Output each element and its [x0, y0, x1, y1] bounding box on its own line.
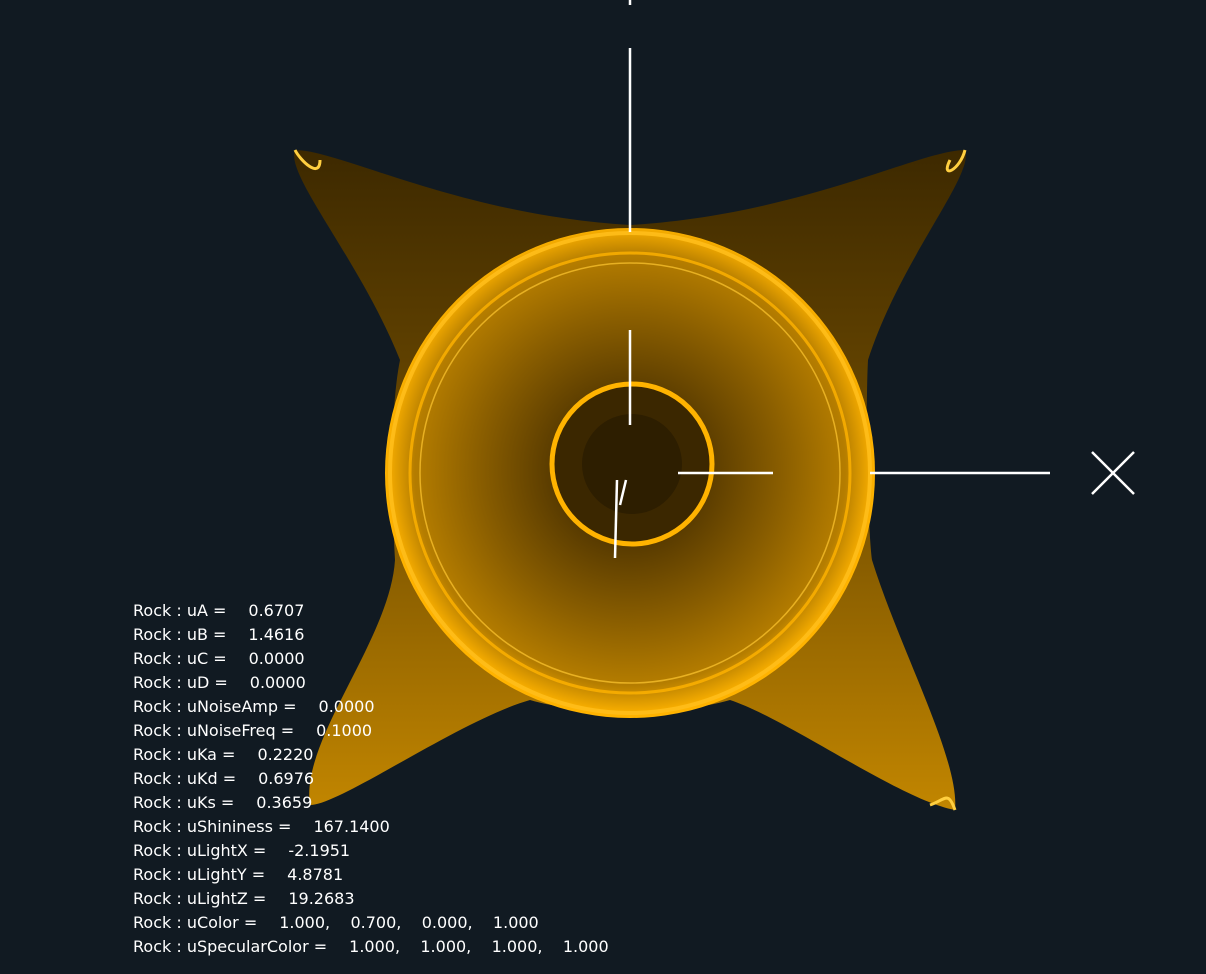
- param-line: Rock : uSpecularColor = 1.000, 1.000, 1.0…: [133, 935, 609, 959]
- param-label: Rock : uLightZ =: [133, 889, 267, 908]
- param-label: Rock : uKd =: [133, 769, 237, 788]
- param-value: 0.2220: [257, 745, 314, 764]
- param-label: Rock : uB =: [133, 625, 227, 644]
- param-label: Rock : uKa =: [133, 745, 236, 764]
- param-value: 0.1000: [316, 721, 373, 740]
- param-line: Rock : uNoiseFreq = 0.1000: [133, 719, 609, 743]
- rock-inner-ring-2: [419, 262, 841, 684]
- param-label: Rock : uNoiseFreq =: [133, 721, 295, 740]
- param-value: 0.0000: [249, 673, 306, 692]
- param-line: Rock : uLightY = 4.8781: [133, 863, 609, 887]
- param-value: 0.6707: [248, 601, 305, 620]
- rock-tip-highlights: [293, 149, 967, 811]
- param-label: Rock : uShininess =: [133, 817, 292, 836]
- param-value: 167.1400: [313, 817, 390, 836]
- x-axis-label-glyph: [1091, 451, 1135, 495]
- param-value: 0.3659: [256, 793, 313, 812]
- param-line: Rock : uColor = 1.000, 0.700, 0.000, 1.00…: [133, 911, 609, 935]
- axes-gizmo: [613, 0, 1050, 559]
- param-label: Rock : uD =: [133, 673, 228, 692]
- param-value: 19.2683: [288, 889, 355, 908]
- param-line: Rock : uLightZ = 19.2683: [133, 887, 609, 911]
- param-line: Rock : uKa = 0.2220: [133, 743, 609, 767]
- param-value: 0.0000: [318, 697, 375, 716]
- param-label: Rock : uA =: [133, 601, 227, 620]
- param-label: Rock : uLightX =: [133, 841, 267, 860]
- param-value: 0.6976: [258, 769, 315, 788]
- param-line: Rock : uLightX = -2.1951: [133, 839, 609, 863]
- param-value: 1.000, 0.700, 0.000, 1.000: [279, 913, 539, 932]
- param-line: Rock : uD = 0.0000: [133, 671, 609, 695]
- param-line: Rock : uC = 0.0000: [133, 647, 609, 671]
- param-label: Rock : uSpecularColor =: [133, 937, 328, 956]
- shader-parameter-overlay: Rock : uA = 0.6707 Rock : uB = 1.4616 Rock :…: [133, 599, 609, 959]
- param-value: -2.1951: [288, 841, 351, 860]
- z-axis-a: [613, 479, 619, 559]
- param-label: Rock : uColor =: [133, 913, 258, 932]
- param-label: Rock : uC =: [133, 649, 227, 668]
- param-line: Rock : uShininess = 167.1400: [133, 815, 609, 839]
- z-axis-b: [618, 479, 628, 506]
- param-value: 1.4616: [248, 625, 305, 644]
- rock-center-core: [582, 414, 682, 514]
- param-label: Rock : uNoiseAmp =: [133, 697, 297, 716]
- param-label: Rock : uKs =: [133, 793, 235, 812]
- param-line: Rock : uKd = 0.6976: [133, 767, 609, 791]
- param-line: Rock : uA = 0.6707: [133, 599, 609, 623]
- param-value: 1.000, 1.000, 1.000, 1.000: [349, 937, 609, 956]
- param-line: Rock : uB = 1.4616: [133, 623, 609, 647]
- param-line: Rock : uKs = 0.3659: [133, 791, 609, 815]
- param-label: Rock : uLightY =: [133, 865, 266, 884]
- rock-inner-ring-1: [408, 251, 852, 695]
- param-value: 4.8781: [287, 865, 344, 884]
- param-value: 0.0000: [248, 649, 305, 668]
- param-line: Rock : uNoiseAmp = 0.0000: [133, 695, 609, 719]
